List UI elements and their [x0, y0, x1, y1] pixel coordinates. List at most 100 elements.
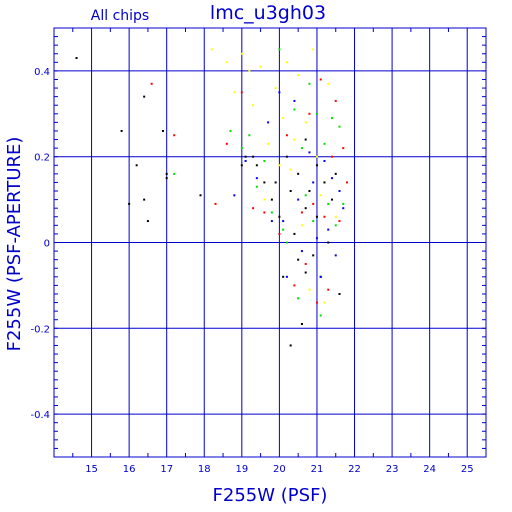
data-point-red	[308, 112, 311, 115]
data-point-black	[312, 254, 315, 257]
data-point-yellow	[293, 138, 296, 141]
data-point-green	[330, 117, 333, 120]
data-point-red	[338, 220, 341, 223]
data-point-black	[304, 207, 307, 210]
data-point-black	[304, 271, 307, 274]
data-point-blue	[244, 159, 247, 162]
data-point-yellow	[315, 155, 318, 158]
data-point-black	[263, 181, 266, 184]
data-point-black	[199, 194, 202, 197]
data-point-yellow	[312, 48, 315, 51]
data-point-yellow	[308, 288, 311, 291]
data-point-green	[248, 134, 251, 137]
x-tick-label: 25	[461, 464, 474, 475]
data-point-black	[252, 155, 255, 158]
x-tick-label: 18	[198, 464, 211, 475]
data-point-black	[315, 215, 318, 218]
data-point-black	[338, 292, 341, 295]
data-point-blue	[312, 181, 315, 184]
data-point-yellow	[248, 69, 251, 72]
data-point-blue	[293, 99, 296, 102]
data-point-black	[327, 241, 330, 244]
data-point-red	[293, 284, 296, 287]
y-tick-label: -0.2	[30, 324, 50, 335]
data-point-red	[319, 78, 322, 81]
data-point-red	[263, 211, 266, 214]
data-point-blue	[308, 151, 311, 154]
data-point-black	[289, 344, 292, 347]
data-point-yellow	[285, 61, 288, 64]
x-tick-label: 16	[123, 464, 136, 475]
chart-subtitle: All chips	[91, 8, 149, 24]
data-point-green	[312, 220, 315, 223]
data-point-green	[338, 125, 341, 128]
data-point-red	[240, 91, 243, 94]
data-point-green	[334, 224, 337, 227]
data-point-blue	[278, 91, 281, 94]
y-axis-label: F255W (PSF-APERTURE)	[4, 137, 25, 352]
data-point-blue	[334, 254, 337, 257]
data-point-black	[315, 164, 318, 167]
data-point-green	[319, 314, 322, 317]
data-point-black	[334, 172, 337, 175]
data-point-yellow	[225, 61, 228, 64]
data-point-red	[312, 202, 315, 205]
data-point-blue	[342, 207, 345, 210]
data-point-black	[323, 181, 326, 184]
data-point-yellow	[233, 91, 236, 94]
data-point-blue	[323, 159, 326, 162]
data-point-black	[330, 198, 333, 201]
data-points	[75, 48, 349, 347]
data-point-green	[327, 202, 330, 205]
data-point-yellow	[319, 194, 322, 197]
data-point-yellow	[334, 215, 337, 218]
data-point-black	[274, 181, 277, 184]
data-point-red	[327, 288, 330, 291]
data-point-black	[143, 198, 146, 201]
data-point-red	[323, 215, 326, 218]
data-point-blue	[233, 194, 236, 197]
data-point-green	[323, 142, 326, 145]
data-point-green	[297, 297, 300, 300]
data-point-black	[165, 172, 168, 175]
y-tick-label: 0	[44, 239, 50, 250]
data-point-yellow	[240, 52, 243, 55]
data-point-blue	[255, 177, 258, 180]
data-point-red	[342, 147, 345, 150]
data-point-black	[255, 164, 258, 167]
data-point-blue	[285, 275, 288, 278]
data-point-blue	[327, 228, 330, 231]
data-point-red	[346, 181, 349, 184]
data-point-green	[229, 129, 232, 132]
data-point-black	[135, 164, 138, 167]
data-point-green	[173, 172, 176, 175]
data-point-green	[285, 241, 288, 244]
x-tick-label: 15	[85, 464, 98, 475]
data-point-black	[120, 129, 123, 132]
data-point-black	[282, 275, 285, 278]
data-point-yellow	[210, 48, 213, 51]
data-point-red	[334, 99, 337, 102]
data-point-blue	[300, 250, 303, 253]
y-tick-label: 0.2	[34, 153, 50, 164]
data-point-green	[240, 147, 243, 150]
x-tick-label: 24	[423, 464, 436, 475]
data-point-red	[173, 134, 176, 137]
data-point-yellow	[259, 65, 262, 68]
data-point-green	[270, 211, 273, 214]
data-point-blue	[338, 190, 341, 193]
x-tick-label: 20	[273, 464, 286, 475]
data-point-black	[297, 258, 300, 261]
data-point-black	[240, 164, 243, 167]
y-tick-labels: 0.4 0.2 0 -0.2 -0.4	[30, 67, 50, 421]
data-point-black	[293, 232, 296, 235]
data-point-blue	[282, 220, 285, 223]
data-point-black	[128, 202, 131, 205]
data-point-red	[214, 202, 217, 205]
data-point-yellow	[304, 121, 307, 124]
data-point-red	[300, 211, 303, 214]
data-point-black	[278, 215, 281, 218]
data-point-green	[263, 159, 266, 162]
data-point-green	[255, 185, 258, 188]
chart-grid	[53, 27, 487, 458]
